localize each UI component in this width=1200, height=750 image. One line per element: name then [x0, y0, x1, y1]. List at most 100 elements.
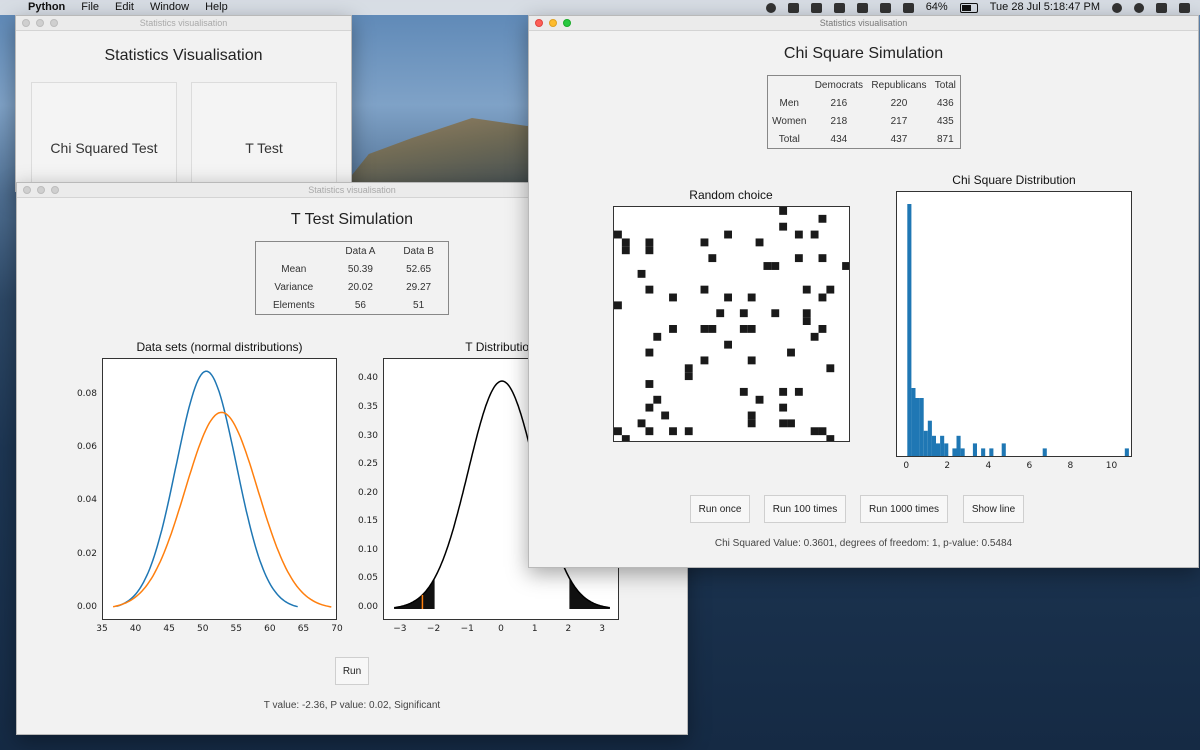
main-window-titlebar[interactable]: Statistics visualisation [16, 16, 351, 31]
rejection-region-1 [569, 578, 610, 609]
minimize-window-button[interactable] [36, 19, 44, 27]
run-once-button[interactable]: Run once [690, 495, 750, 523]
show-line-button[interactable]: Show line [963, 495, 1024, 523]
chosen-cell [645, 427, 654, 436]
chi-square-window: Statistics visualisation Chi Square Simu… [528, 15, 1199, 568]
minimize-window-button[interactable] [549, 19, 557, 27]
datasets-chart-axes [102, 358, 337, 620]
chosen-cell [724, 293, 732, 302]
t-window-titlebar[interactable]: Statistics visualisation [17, 183, 687, 198]
histogram-bar [927, 420, 932, 456]
show-line-label: Show line [971, 503, 1016, 515]
creative-cloud-icon[interactable] [765, 2, 776, 13]
battery-percent[interactable]: 64% [925, 1, 948, 13]
y-tick-label: 0.08 [76, 388, 97, 399]
airplay-icon[interactable] [833, 2, 845, 13]
chosen-cell [645, 238, 654, 247]
siri-icon[interactable] [1134, 2, 1144, 13]
chosen-cell [724, 230, 732, 239]
zoom-window-button[interactable] [563, 19, 571, 27]
chosen-cell [802, 309, 811, 318]
chi-window-titlebar[interactable]: Statistics visualisation [529, 16, 1198, 31]
window-title: Statistics visualisation [139, 18, 228, 28]
minimize-window-button[interactable] [37, 186, 45, 194]
t-distribution-curve [394, 380, 610, 609]
table-header-cell: Total [934, 79, 956, 91]
battery-icon[interactable] [959, 2, 978, 13]
zoom-window-button[interactable] [51, 186, 59, 194]
vpn-icon[interactable] [810, 2, 822, 13]
zoom-window-button[interactable] [50, 19, 58, 27]
menu-edit[interactable]: Edit [115, 1, 134, 13]
y-tick-label: 0.20 [357, 487, 378, 498]
menu-help[interactable]: Help [205, 1, 228, 13]
chosen-cell [818, 427, 827, 436]
x-tick-label: 8 [1067, 461, 1074, 471]
notification-center-icon[interactable] [1179, 2, 1190, 13]
chosen-cell [794, 254, 803, 263]
table-cell: 218 [830, 115, 848, 127]
t-test-label: T Test [245, 140, 283, 156]
chosen-cell [818, 254, 827, 263]
chosen-cell [645, 246, 654, 255]
menu-file[interactable]: File [81, 1, 100, 13]
table-cell: 437 [890, 133, 908, 145]
t-stats-table: Data A Data B Mean 50.39 52.65 Variance … [255, 241, 449, 315]
chosen-cell [826, 364, 835, 373]
table-header-cell: Data B [403, 245, 434, 257]
window-title: Statistics visualisation [308, 185, 396, 195]
menu-window[interactable]: Window [149, 1, 190, 13]
chosen-cell [779, 419, 788, 428]
x-tick-label: 70 [331, 624, 343, 634]
x-tick-label: 0 [903, 461, 910, 471]
table-cell: Women [772, 115, 807, 127]
t-distribution-chart [394, 380, 610, 609]
dropbox-icon[interactable] [787, 2, 799, 13]
volume-icon[interactable] [856, 2, 868, 13]
spotlight-search-icon[interactable] [1112, 2, 1122, 13]
bluetooth-icon[interactable] [879, 2, 891, 13]
run-button[interactable]: Run [335, 657, 369, 685]
chosen-cell [700, 356, 709, 365]
close-window-button[interactable] [22, 19, 30, 27]
chosen-cell [779, 207, 788, 215]
chosen-cell [771, 262, 780, 270]
x-tick-label: 1 [531, 624, 538, 634]
histogram-bar [936, 443, 941, 456]
histogram-bar [1124, 448, 1129, 456]
chosen-cell [700, 325, 709, 333]
run-1000-times-button[interactable]: Run 1000 times [860, 495, 948, 523]
run-100-times-button[interactable]: Run 100 times [764, 495, 846, 523]
table-cell: 29.27 [406, 281, 432, 293]
table-header-cell: Data A [345, 245, 376, 257]
user-icon[interactable] [1156, 2, 1167, 13]
chosen-cell [653, 395, 662, 404]
x-tick-label: 45 [163, 624, 175, 634]
run-1000-label: Run 1000 times [868, 503, 940, 515]
clock[interactable]: Tue 28 Jul 5:18:47 PM [989, 1, 1100, 13]
x-tick-label: 50 [196, 624, 209, 634]
menu-bar: Python File Edit Window Help 64% Tue 28 … [0, 0, 1200, 15]
wifi-icon[interactable] [902, 2, 914, 13]
x-tick-label: 6 [1026, 461, 1033, 471]
close-window-button[interactable] [23, 186, 31, 194]
chosen-cell [669, 325, 677, 333]
y-tick-label: 0.00 [357, 602, 378, 612]
chosen-cell [614, 230, 622, 239]
close-window-button[interactable] [535, 19, 543, 27]
run-button-label: Run [342, 665, 362, 677]
chosen-cell [747, 325, 756, 333]
chosen-cell [747, 356, 756, 365]
chosen-cell [842, 262, 849, 270]
x-tick-label: 0 [498, 624, 504, 634]
menu-app-python[interactable]: Python [28, 1, 66, 13]
y-tick-label: 0.15 [357, 516, 378, 527]
series-line-1 [112, 411, 332, 608]
histogram-bar [952, 448, 957, 456]
table-cell: 52.65 [406, 263, 432, 275]
run-100-label: Run 100 times [772, 503, 838, 515]
main-window: Statistics visualisation Statistics Visu… [15, 15, 352, 214]
table-cell: 50.39 [347, 263, 373, 275]
chosen-cell [818, 325, 827, 333]
x-tick-label: 4 [985, 461, 992, 471]
